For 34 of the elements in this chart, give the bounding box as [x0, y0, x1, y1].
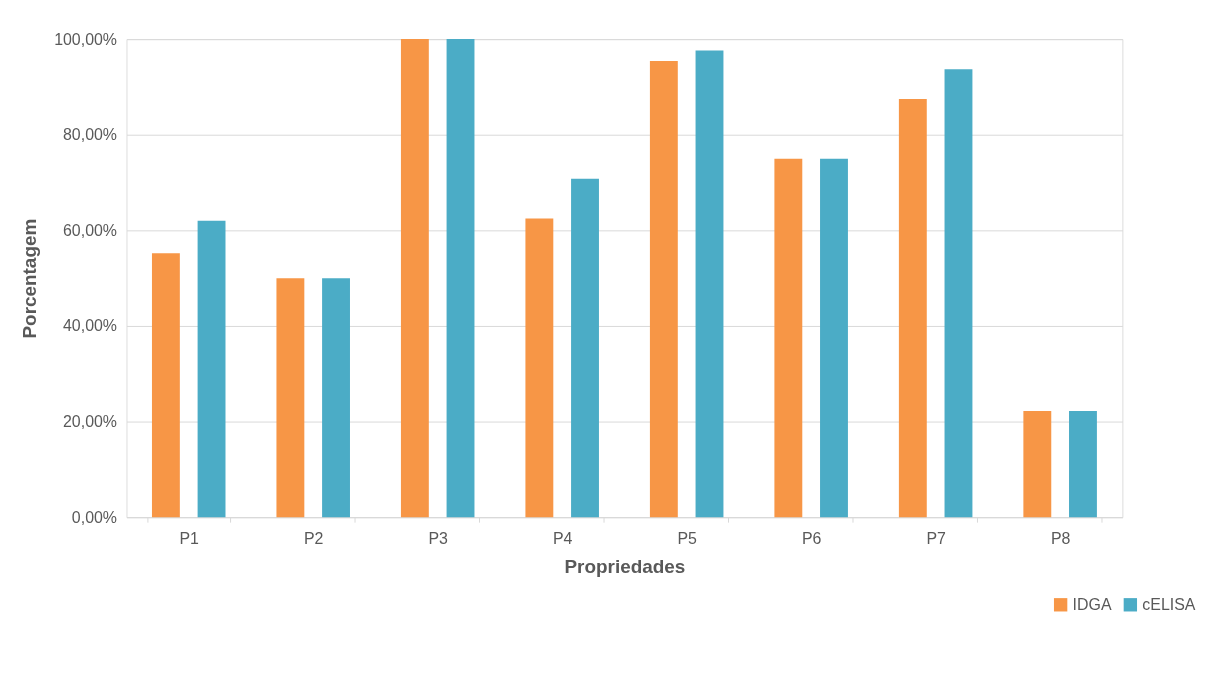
bar	[400, 39, 429, 518]
legend-label: IDGA	[1072, 595, 1112, 613]
x-tick-label: P8	[1050, 529, 1071, 547]
bar	[649, 61, 678, 518]
bar	[944, 69, 973, 518]
x-tick-label: P7	[926, 529, 947, 547]
x-tick-label: P3	[428, 529, 449, 547]
y-tick-label: 80,00%	[63, 126, 118, 144]
bar	[276, 278, 305, 518]
bar	[1023, 411, 1052, 518]
x-tick-label: P1	[179, 529, 200, 547]
bar	[525, 218, 554, 518]
y-tick-label: 0,00%	[71, 508, 118, 526]
x-tick-label: P4	[552, 529, 573, 547]
bar	[446, 39, 475, 518]
y-tick-label: 100,00%	[54, 30, 118, 48]
bar	[151, 253, 180, 518]
bar	[820, 158, 848, 518]
bar	[695, 50, 724, 518]
bar	[571, 178, 599, 518]
y-tick-label: 60,00%	[63, 221, 118, 239]
y-tick-label: 20,00%	[63, 413, 118, 431]
x-tick-label: P2	[303, 529, 324, 547]
legend-label: cELISA	[1142, 595, 1196, 613]
bar	[898, 98, 927, 518]
bar	[1069, 411, 1097, 518]
x-tick-label: P5	[677, 529, 698, 547]
y-axis-title: Porcentagem	[19, 218, 41, 339]
y-tick-label: 40,00%	[63, 317, 118, 335]
bar	[774, 158, 803, 518]
bar	[197, 220, 226, 518]
x-tick-label: P6	[801, 529, 822, 547]
x-axis-title: Propriedades	[564, 556, 686, 578]
bar	[322, 278, 350, 518]
